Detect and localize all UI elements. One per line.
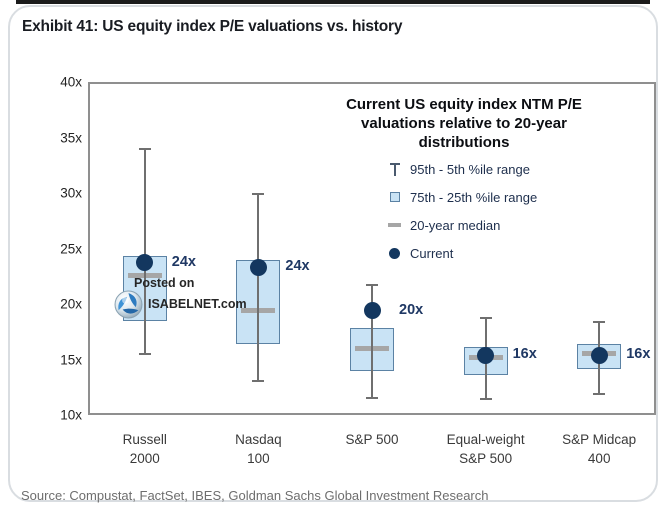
legend-item: 75th - 25th %ile range bbox=[387, 183, 537, 211]
watermark-posted-on: Posted on bbox=[134, 276, 195, 290]
legend-title: Current US equity index NTM P/E valuation… bbox=[308, 95, 620, 152]
russell-2000-whisker-cap-bottom bbox=[138, 352, 151, 355]
legend-item-label: 75th - 25th %ile range bbox=[410, 189, 538, 205]
box-range-icon bbox=[389, 192, 400, 202]
equal-weight-s-p-500-current-value-label: 16x bbox=[512, 346, 537, 363]
y-axis-tick-40x: 40x bbox=[60, 74, 82, 90]
legend-title-line: distributions bbox=[418, 134, 510, 151]
nasdaq-100-whisker-cap-bottom bbox=[252, 379, 265, 382]
current-dot-icon bbox=[387, 247, 402, 259]
top-border-bar bbox=[16, 0, 650, 4]
russell-2000-category-line: Russell bbox=[122, 432, 167, 447]
y-axis-tick-20x: 20x bbox=[60, 296, 82, 312]
nasdaq-100-current-value-label: 24x bbox=[285, 258, 310, 275]
legend-item-label: 20-year median bbox=[410, 217, 501, 233]
nasdaq-100-current-dot bbox=[249, 258, 267, 276]
equal-weight-s-p-500-whisker-cap-bottom bbox=[479, 398, 492, 401]
russell-2000-current-dot bbox=[136, 254, 154, 272]
box-range-icon bbox=[387, 192, 402, 202]
equal-weight-s-p-500-category-label: Equal-weight S&P 500 bbox=[428, 430, 544, 468]
s-p-midcap-400-whisker-cap-top bbox=[593, 320, 606, 323]
nasdaq-100-category-label: Nasdaq 100 bbox=[200, 430, 316, 468]
y-axis-tick-30x: 30x bbox=[60, 185, 82, 201]
s-p-500-current-value-label: 20x bbox=[399, 301, 424, 318]
whisker-range-icon bbox=[387, 162, 402, 176]
legend-title-line: Current US equity index NTM P/E bbox=[346, 96, 582, 113]
equal-weight-s-p-500-category-line: Equal-weight bbox=[446, 432, 525, 447]
median-dash-icon bbox=[387, 223, 402, 227]
whisker-range-icon bbox=[389, 162, 400, 176]
s-p-500-category-line: S&P 500 bbox=[345, 432, 399, 447]
exhibit-card: Exhibit 41: US equity index P/E valuatio… bbox=[8, 5, 658, 503]
s-p-500-current-dot bbox=[363, 302, 381, 320]
equal-weight-s-p-500-category-line: S&P 500 bbox=[459, 451, 513, 466]
nasdaq-100-category-line: Nasdaq bbox=[235, 432, 282, 447]
s-p-500-whisker-cap-top bbox=[366, 284, 378, 287]
s-p-500-whisker-overbox bbox=[371, 328, 373, 371]
y-axis-tick-35x: 35x bbox=[60, 130, 82, 145]
current-dot-icon bbox=[389, 247, 400, 259]
s-p-midcap-400-current-dot bbox=[590, 346, 608, 364]
russell-2000-current-value-label: 24x bbox=[171, 253, 196, 270]
s-p-midcap-400-category-line: S&P Midcap bbox=[562, 432, 637, 447]
legend-item-label: Current bbox=[410, 245, 454, 261]
russell-2000-whisker-cap-top bbox=[138, 147, 151, 150]
s-p-500-category-label: S&P 500 bbox=[314, 430, 430, 449]
s-p-midcap-400-current-value-label: 16x bbox=[626, 346, 651, 363]
isabelnet-sphere-logo bbox=[114, 290, 143, 319]
legend-item: 20-year median bbox=[387, 211, 537, 239]
nasdaq-100-whisker-cap-top bbox=[252, 193, 265, 196]
nasdaq-100-whisker-overbox bbox=[257, 259, 260, 344]
median-dash-icon bbox=[388, 223, 401, 227]
watermark-isabelnet: ISABELNET.com bbox=[148, 297, 247, 311]
exhibit-title: Exhibit 41: US equity index P/E valuatio… bbox=[22, 18, 403, 35]
russell-2000-whisker-line bbox=[143, 148, 146, 354]
legend: 95th - 5th %ile range 75th - 25th %ile ra… bbox=[387, 155, 537, 267]
russell-2000-category-label: Russell 2000 bbox=[87, 430, 203, 468]
y-axis-tick-25x: 25x bbox=[60, 241, 82, 256]
legend-title-line: valuations relative to 20-year bbox=[361, 115, 567, 132]
nasdaq-100-category-line: 100 bbox=[247, 451, 270, 466]
russell-2000-whisker-overbox bbox=[143, 256, 146, 321]
legend-item-label: 95th - 5th %ile range bbox=[410, 161, 530, 177]
equal-weight-s-p-500-current-dot bbox=[477, 346, 495, 364]
s-p-midcap-400-whisker-cap-bottom bbox=[593, 392, 606, 395]
y-axis-tick-15x: 15x bbox=[60, 352, 82, 367]
russell-2000-category-line: 2000 bbox=[129, 451, 160, 466]
source-note: Source: Compustat, FactSet, IBES, Goldma… bbox=[21, 488, 489, 503]
s-p-500-whisker-cap-bottom bbox=[366, 397, 378, 400]
s-p-midcap-400-category-line: 400 bbox=[587, 451, 611, 466]
equal-weight-s-p-500-whisker-cap-top bbox=[479, 317, 492, 320]
s-p-midcap-400-category-label: S&P Midcap 400 bbox=[541, 430, 657, 468]
legend-item: Current bbox=[387, 239, 537, 267]
y-axis-tick-10x: 10x bbox=[60, 407, 82, 423]
legend-item: 95th - 5th %ile range bbox=[387, 155, 537, 183]
